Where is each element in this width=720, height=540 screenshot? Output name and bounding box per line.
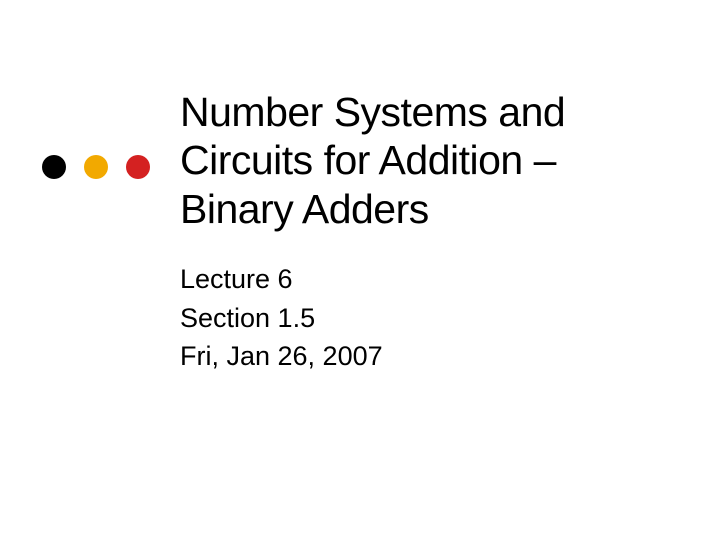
subtitle-line: Section 1.5 xyxy=(180,300,660,336)
subtitle-line: Lecture 6 xyxy=(180,261,660,297)
accent-dots xyxy=(42,155,150,179)
content-region: Number Systems and Circuits for Addition… xyxy=(180,88,660,376)
dot-1 xyxy=(42,155,66,179)
dot-2 xyxy=(84,155,108,179)
slide-title: Number Systems and Circuits for Addition… xyxy=(180,88,660,233)
subtitle-line: Fri, Jan 26, 2007 xyxy=(180,338,660,374)
slide-subtitle: Lecture 6 Section 1.5 Fri, Jan 26, 2007 xyxy=(180,261,660,374)
dot-3 xyxy=(126,155,150,179)
